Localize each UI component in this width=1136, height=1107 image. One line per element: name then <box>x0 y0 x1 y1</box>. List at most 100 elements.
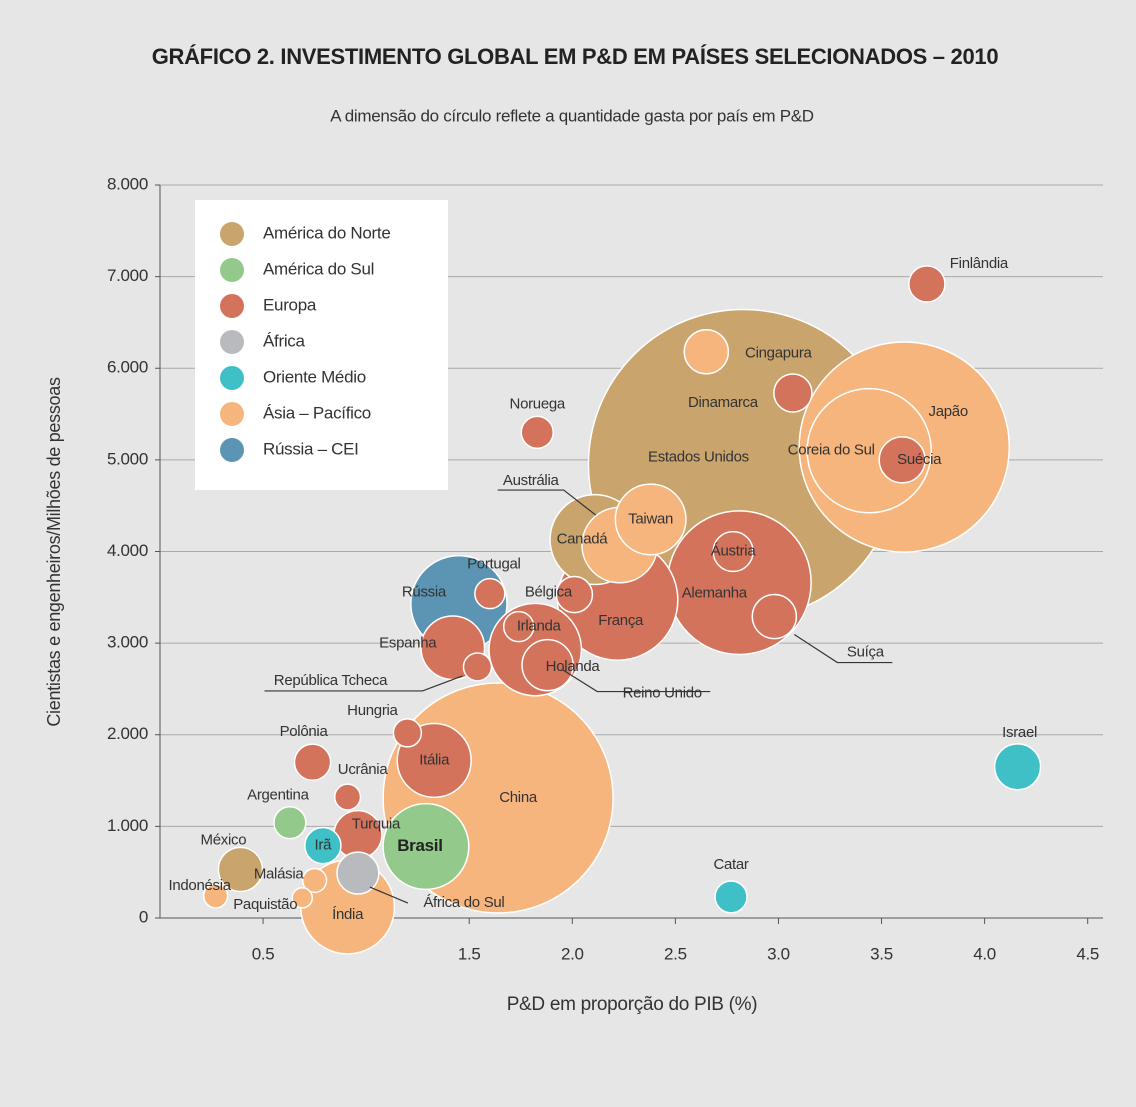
legend-swatch <box>220 366 244 390</box>
point-label: Índia <box>332 906 364 923</box>
x-axis-label: P&D em proporção do PIB (%) <box>507 994 758 1015</box>
y-tick-label: 5.000 <box>107 449 148 468</box>
point-label: México <box>201 831 247 848</box>
point-label: Portugal <box>467 556 520 573</box>
y-tick-label: 6.000 <box>107 358 148 377</box>
point-label: Itália <box>419 751 450 768</box>
x-tick-label: 0.5 <box>252 944 275 963</box>
legend-label: Europa <box>263 295 317 314</box>
point-label: Áustria <box>711 542 757 559</box>
y-tick-label: 3.000 <box>107 633 148 652</box>
point-label: Coreia do Sul <box>788 442 875 459</box>
labels: Estados Unidos Canadá México Brasil Argentin… <box>168 255 1037 923</box>
bubble <box>751 593 798 640</box>
point-label: Espanha <box>379 635 437 652</box>
point-label: Malásia <box>254 865 305 882</box>
point-label: Finlândia <box>950 255 1009 272</box>
point-label: França <box>598 612 644 629</box>
bubbles <box>202 265 1042 955</box>
point-label: Bélgica <box>525 584 573 601</box>
bubble <box>878 436 926 484</box>
point-label: Noruega <box>510 395 566 412</box>
point-label: Cingapura <box>745 345 812 362</box>
x-tick-label: 4.5 <box>1076 944 1099 963</box>
y-tick-label: 0 <box>139 907 148 926</box>
y-tick-label: 8.000 <box>107 174 148 193</box>
point-label: Dinamarca <box>688 394 759 411</box>
bubble <box>474 577 506 610</box>
bubble <box>382 802 470 891</box>
x-tick-label: 3.0 <box>767 944 790 963</box>
point-label: Irlanda <box>517 618 562 635</box>
bubble <box>521 638 574 692</box>
x-tick-label: 1.5 <box>458 944 481 963</box>
bubble <box>333 783 362 811</box>
bubble <box>908 265 946 303</box>
point-label: Alemanha <box>682 585 748 602</box>
bubble <box>462 652 493 682</box>
point-label: Turquia <box>352 816 401 833</box>
bubble <box>301 867 328 894</box>
bubble <box>392 718 423 748</box>
bubble <box>502 610 535 643</box>
y-tick-label: 4.000 <box>107 541 148 560</box>
leader-line <box>561 669 711 693</box>
bubble <box>712 530 754 573</box>
point-label: República Tcheca <box>274 672 388 689</box>
x-tick-label: 3.5 <box>870 944 893 963</box>
point-label: África do Sul <box>423 894 504 911</box>
legend-label: América do Norte <box>263 223 390 242</box>
point-label: Catar <box>713 856 748 873</box>
chart-subtitle: A dimensão do círculo reflete a quantida… <box>330 106 814 125</box>
x-tick-label: 4.0 <box>973 944 996 963</box>
bubble <box>217 846 264 893</box>
legend-swatch <box>220 330 244 354</box>
point-label: Argentina <box>247 787 309 804</box>
legend-swatch <box>220 258 244 282</box>
legend-swatch <box>220 402 244 426</box>
point-label: Austrália <box>503 472 560 489</box>
y-tick-label: 2.000 <box>107 724 148 743</box>
chart-title: GRÁFICO 2. INVESTIMENTO GLOBAL EM P&D EM… <box>152 44 999 69</box>
point-label: Hungria <box>347 702 398 719</box>
point-label: Irã <box>315 837 333 854</box>
leader-line <box>794 634 893 664</box>
legend-swatch <box>220 438 244 462</box>
bubble <box>614 483 687 556</box>
bubble <box>714 880 748 914</box>
legend-label: Ásia – Pacífico <box>263 403 371 422</box>
legend-label: Oriente Médio <box>263 367 366 386</box>
bubble <box>273 805 307 840</box>
leader-line <box>264 675 463 692</box>
bubble <box>304 826 342 865</box>
point-label: Taiwan <box>628 510 673 527</box>
y-tick-label: 7.000 <box>107 266 148 285</box>
point-label: Holanda <box>546 658 601 675</box>
point-label: Rússia <box>402 584 447 601</box>
leader-line <box>497 489 597 516</box>
legend-label: Rússia – CEI <box>263 439 359 458</box>
legend-swatch <box>220 294 244 318</box>
point-label: Paquistão <box>233 896 297 913</box>
point-label: Canadá <box>557 531 609 548</box>
bubble <box>555 575 594 614</box>
bubble <box>520 415 554 450</box>
point-label: Israel <box>1002 724 1037 741</box>
point-label: Indonésia <box>168 877 231 894</box>
point-label: China <box>499 789 538 806</box>
point-label: Estados Unidos <box>648 448 749 465</box>
point-label: Ucrânia <box>338 761 389 778</box>
bubble <box>773 373 813 413</box>
x-tick-label: 2.5 <box>664 944 687 963</box>
point-label: Japão <box>929 403 968 420</box>
legend-swatch <box>220 222 244 246</box>
y-tick-label: 1.000 <box>107 816 148 835</box>
point-label: Suécia <box>897 451 942 468</box>
point-label: Suíça <box>847 644 885 661</box>
point-label: Brasil <box>397 836 442 855</box>
bubble <box>293 743 332 782</box>
legend-label: América do Sul <box>263 259 374 278</box>
bubble <box>683 328 730 375</box>
leader-line <box>369 886 409 904</box>
